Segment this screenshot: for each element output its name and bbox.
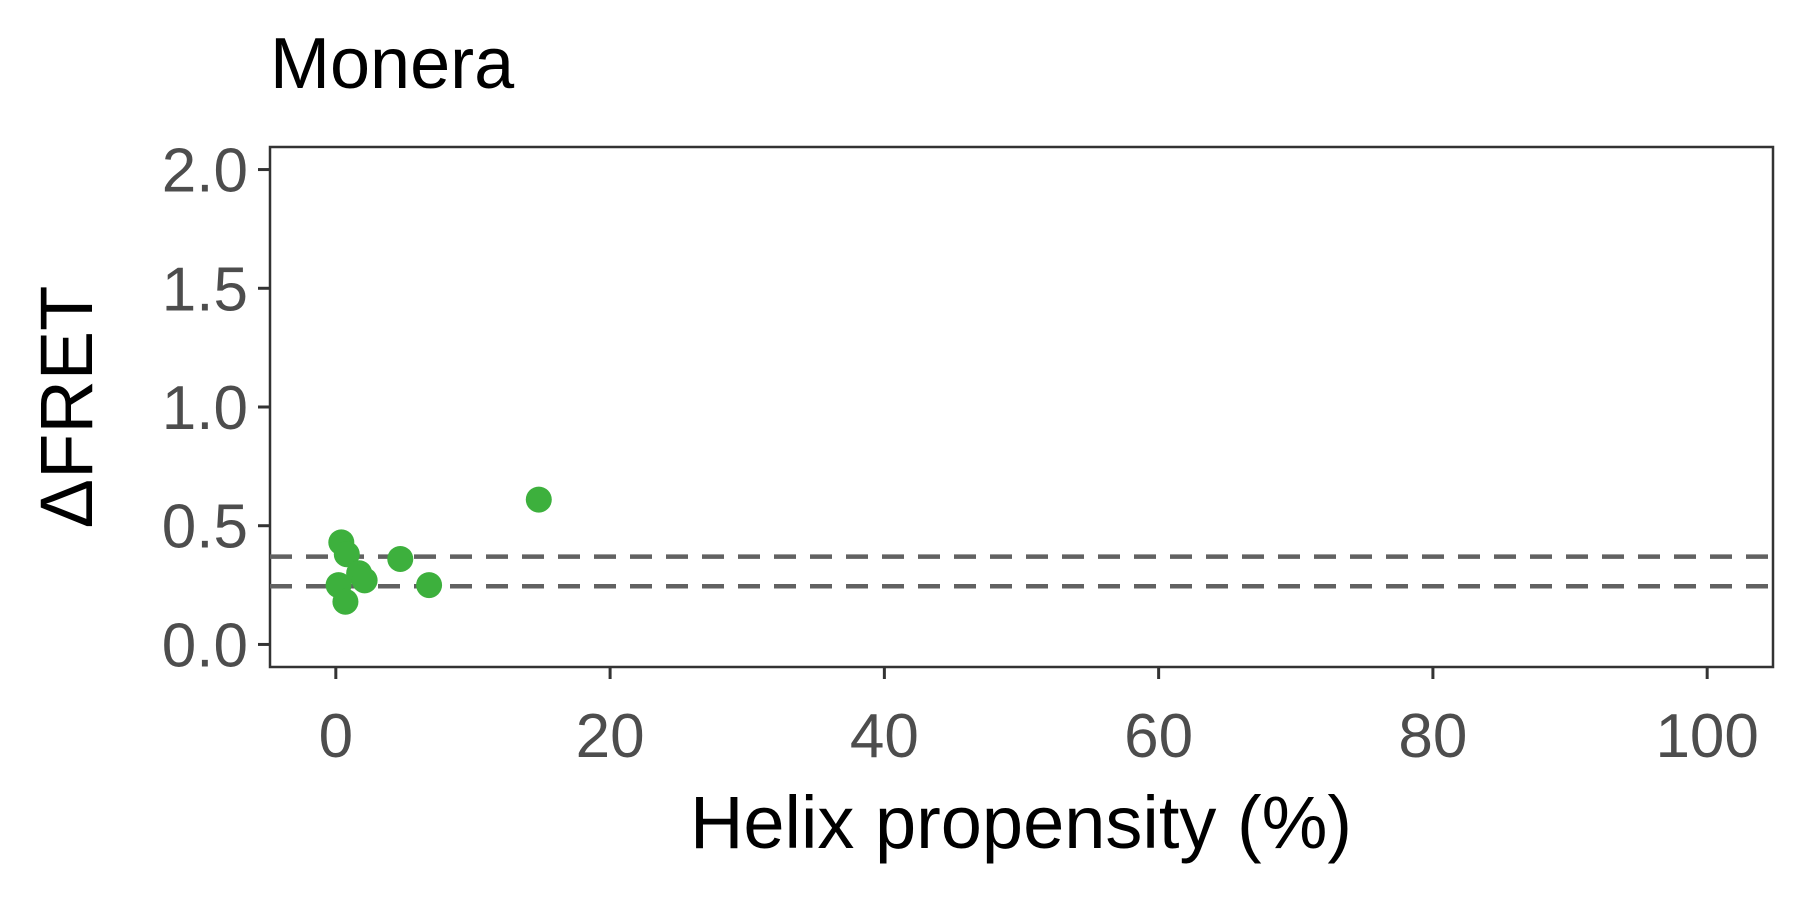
data-point-8 [416,572,443,599]
x-tick-label: 20 [576,702,645,771]
data-point-2 [333,541,360,568]
x-tick-label: 80 [1398,702,1467,771]
y-tick-label: 0.5 [162,493,248,562]
y-tick-label: 1.5 [162,255,248,324]
x-tick-label: 40 [850,702,919,771]
y-axis: 0.0 0.5 1.0 1.5 2.0 [162,137,270,680]
plot-panel [268,145,1775,669]
panel-border [268,145,1775,669]
x-axis-title: Helix propensity (%) [690,781,1352,864]
y-tick-label: 1.0 [162,374,248,443]
x-axis: 0 20 40 60 80 100 [319,667,1759,771]
y-axis-title: ΔFRET [25,286,108,529]
data-points [325,486,552,615]
data-point-7 [387,545,414,572]
y-tick-label: 2.0 [162,137,248,206]
data-point-4 [332,588,359,615]
x-tick-label: 0 [319,702,353,771]
chart-title: Monera [270,24,515,104]
x-tick-label: 100 [1655,702,1758,771]
y-tick-label: 0.0 [162,611,248,680]
data-point-9 [525,486,552,513]
data-point-6 [351,567,378,594]
x-tick-label: 60 [1124,702,1193,771]
reference-lines [270,554,1773,589]
